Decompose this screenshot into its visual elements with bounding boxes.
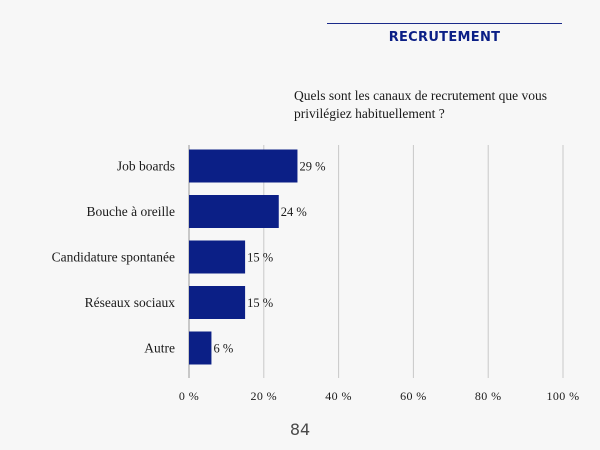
category-label: Autre	[144, 341, 175, 356]
x-tick-label: 0 %	[179, 389, 199, 403]
value-label: 24 %	[281, 205, 307, 219]
value-label: 15 %	[247, 296, 273, 310]
category-label: Bouche à oreille	[87, 204, 175, 219]
category-label: Candidature spontanée	[52, 250, 175, 265]
header-rule	[327, 23, 562, 24]
x-tick-label: 80 %	[475, 389, 502, 403]
bar	[189, 195, 279, 228]
category-label: Job boards	[117, 159, 175, 174]
value-label: 29 %	[299, 160, 325, 174]
section-title: RECRUTEMENT	[388, 30, 501, 45]
x-tick-label: 40 %	[325, 389, 352, 403]
value-label: 6 %	[213, 342, 233, 356]
bar	[189, 240, 246, 274]
value-label: 15 %	[247, 251, 273, 265]
page-number: 84	[289, 420, 311, 439]
bar	[189, 149, 298, 183]
x-tick-label: 60 %	[400, 389, 427, 403]
bar	[189, 331, 212, 365]
x-tick-label: 100 %	[547, 389, 580, 403]
bar	[189, 286, 246, 319]
chart-question: Quels sont les canaux de recrutement que…	[294, 88, 548, 121]
category-label: Réseaux sociaux	[85, 295, 176, 310]
x-tick-label: 20 %	[250, 389, 277, 403]
